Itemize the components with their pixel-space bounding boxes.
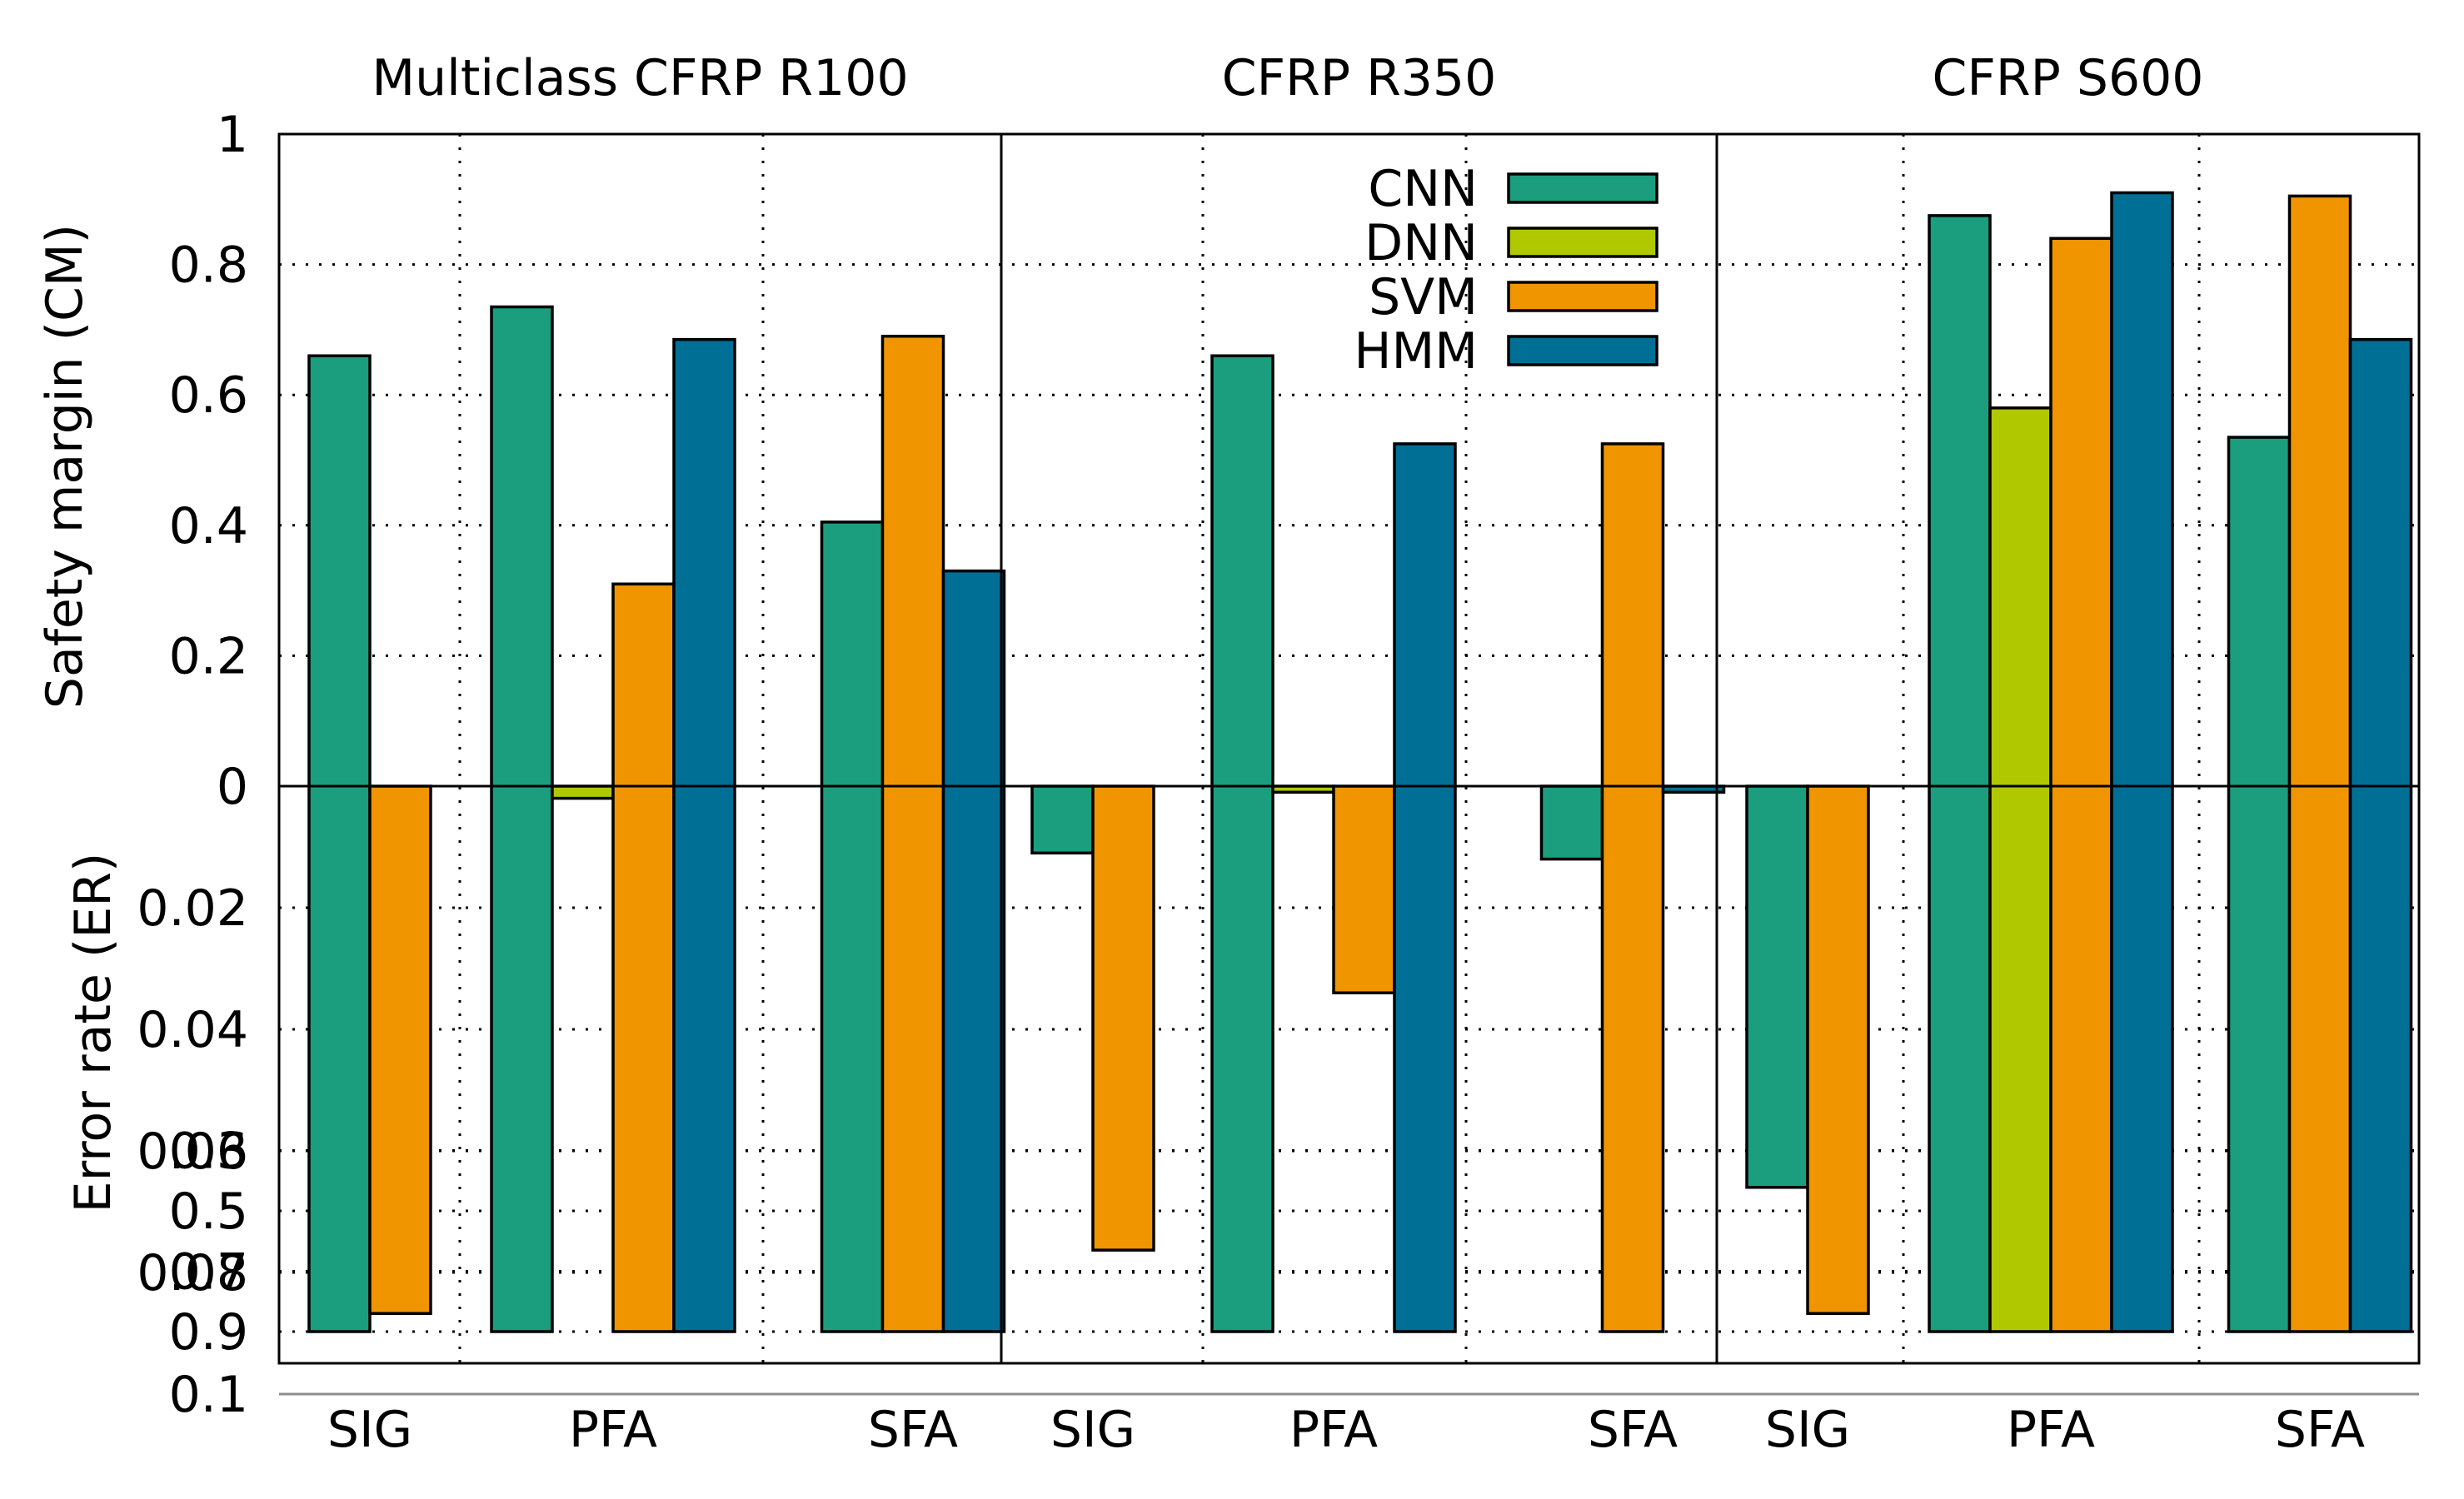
- x-tick-label: SFA: [1588, 1401, 1678, 1459]
- y-tick-label-top: 1: [217, 106, 248, 164]
- y-tick-label-bottom: 0.02: [137, 879, 248, 938]
- bar-cnn-sfa: [820, 520, 885, 1333]
- bar-svm-sig: [368, 784, 432, 1315]
- bar-cnn-sfa: [2227, 436, 2292, 1333]
- bar-cnn-sfa: [1539, 784, 1604, 861]
- y-tick-label-top: 0.8: [169, 237, 248, 295]
- legend-label: DNN: [1364, 214, 1478, 272]
- bar-cnn-sig: [1030, 784, 1095, 855]
- y-tick-label-top: 0.6: [169, 366, 248, 425]
- y-axis-label-top: Safety margin (CM): [36, 224, 94, 709]
- x-tick-label: PFA: [1289, 1401, 1378, 1459]
- legend-swatch-cnn: [1507, 172, 1658, 204]
- y-tick-label-bottom: 0.08: [137, 1244, 248, 1302]
- plot-frame: [277, 132, 2421, 1365]
- y-tick-label-top: 0: [217, 758, 248, 816]
- legend-swatch-svm: [1507, 281, 1658, 312]
- panel-title: CFRP R350: [1222, 49, 1497, 107]
- y-tick-label-top: 0.2: [169, 627, 248, 685]
- y-tick-label-bottom: 0.06: [137, 1123, 248, 1181]
- x-tick-label: SIG: [1050, 1401, 1135, 1459]
- y-tick-label-top: 0.4: [169, 497, 248, 555]
- panel-title: CFRP S600: [1933, 49, 2204, 107]
- y-axis-label-bottom: Error rate (ER): [64, 853, 122, 1213]
- legend-label: HMM: [1354, 322, 1478, 381]
- y-tick-label-bottom: 0.04: [137, 1001, 248, 1059]
- x-tick-label: SIG: [1765, 1401, 1850, 1459]
- bar-hmm-sfa: [941, 569, 1006, 1333]
- bar-svm-sig: [1091, 784, 1155, 1252]
- bar-cnn-pfa: [1928, 214, 1992, 1333]
- y-tick-label-bottom: 0.1: [169, 1366, 248, 1424]
- legend-swatch-hmm: [1507, 335, 1658, 366]
- bar-svm-sfa: [880, 334, 945, 1333]
- x-tick-label: PFA: [2007, 1401, 2095, 1459]
- bar-svm-pfa: [611, 582, 676, 1333]
- y-tick-label-bottom: 0.5: [169, 1183, 248, 1241]
- bar-svm-sfa: [2287, 194, 2352, 1333]
- y-tick-label-bottom: 0.3: [169, 1123, 248, 1181]
- grid-layer: [279, 134, 2419, 1396]
- x-tick-label: SFA: [868, 1401, 958, 1459]
- x-tick-label: SFA: [2275, 1401, 2365, 1459]
- bar-hmm-pfa: [672, 337, 736, 1333]
- bar-hmm-pfa: [2110, 191, 2174, 1333]
- bar-cnn-pfa: [1210, 354, 1274, 1333]
- legend-label: SVM: [1369, 268, 1478, 326]
- x-tick-label: PFA: [569, 1401, 657, 1459]
- bar-svm-sig: [1806, 784, 1870, 1315]
- bar-svm-sfa: [1600, 442, 1665, 1333]
- y-tick-label-bottom: 0.9: [169, 1303, 248, 1362]
- y-tick-label-bottom: 0.7: [169, 1243, 248, 1302]
- text-layer: Safety margin (CM) Error rate (ER) 0 0.2 0…: [36, 49, 2365, 1459]
- bar-dnn-pfa: [551, 784, 615, 800]
- bar-hmm-sfa: [2348, 337, 2413, 1333]
- x-tick-label: SIG: [327, 1401, 412, 1459]
- legend-label: CNN: [1368, 160, 1478, 218]
- bar-cnn-sig: [1745, 784, 1809, 1189]
- panel-title: Multiclass CFRP R100: [372, 49, 908, 107]
- bar-cnn-pfa: [490, 305, 554, 1333]
- frame-layer: [277, 132, 2421, 1365]
- bars-layer: [307, 191, 2413, 1333]
- bar-hmm-pfa: [1393, 442, 1457, 1333]
- bar-cnn-sig: [307, 354, 372, 1333]
- bar-dnn-pfa: [1988, 406, 2053, 1333]
- legend-swatch-dnn: [1507, 227, 1658, 258]
- bar-svm-pfa: [1332, 784, 1396, 994]
